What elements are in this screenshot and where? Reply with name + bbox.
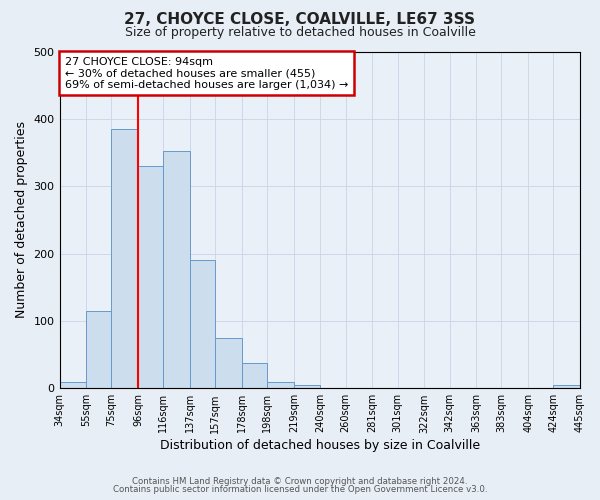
Bar (215, 338, 242, 388)
Text: Contains HM Land Registry data © Crown copyright and database right 2024.: Contains HM Land Registry data © Crown c… (132, 477, 468, 486)
Bar (86, 311, 112, 388)
Bar (553, 385, 580, 388)
Y-axis label: Number of detached properties: Number of detached properties (15, 122, 28, 318)
Bar (242, 362, 267, 388)
X-axis label: Distribution of detached houses by size in Coalville: Distribution of detached houses by size … (160, 440, 480, 452)
Text: Size of property relative to detached houses in Coalville: Size of property relative to detached ho… (125, 26, 475, 39)
Bar (112, 129, 138, 388)
Bar (294, 385, 320, 388)
Bar (267, 382, 294, 388)
Bar (59, 382, 86, 388)
Text: 27 CHOYCE CLOSE: 94sqm
← 30% of detached houses are smaller (455)
69% of semi-de: 27 CHOYCE CLOSE: 94sqm ← 30% of detached… (65, 56, 348, 90)
Text: 27, CHOYCE CLOSE, COALVILLE, LE67 3SS: 27, CHOYCE CLOSE, COALVILLE, LE67 3SS (125, 12, 476, 28)
Bar (190, 260, 215, 388)
Bar (163, 151, 190, 388)
Text: Contains public sector information licensed under the Open Government Licence v3: Contains public sector information licen… (113, 485, 487, 494)
Bar (138, 166, 163, 388)
